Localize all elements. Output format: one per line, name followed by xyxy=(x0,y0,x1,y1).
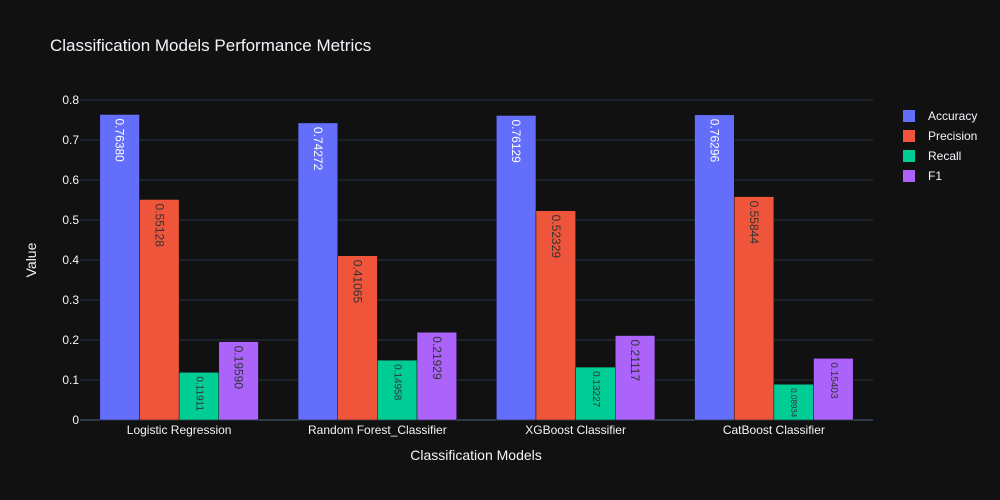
data-label: 0.21929 xyxy=(430,336,444,380)
bar-f1[interactable] xyxy=(813,358,854,421)
legend-swatch xyxy=(903,130,915,142)
legend-item-f1[interactable]: F1 xyxy=(903,169,942,183)
bar-precision[interactable] xyxy=(733,196,775,421)
x-tick-label: Logistic Regression xyxy=(127,423,232,437)
bar-accuracy[interactable] xyxy=(297,122,338,421)
bar-recall[interactable] xyxy=(377,359,418,421)
bar-precision[interactable] xyxy=(337,255,378,421)
bar-recall[interactable] xyxy=(773,384,814,421)
data-label: 0.19590 xyxy=(232,346,246,390)
bar-f1[interactable] xyxy=(218,341,259,421)
legend-swatch xyxy=(903,150,915,162)
legend-item-recall[interactable]: Recall xyxy=(903,149,961,163)
data-label: 0.15403 xyxy=(828,362,839,399)
y-tick-label: 0.6 xyxy=(62,173,79,187)
bar-f1[interactable] xyxy=(615,335,656,421)
grid-layer xyxy=(80,99,873,421)
data-label: 0.08934 xyxy=(789,388,798,417)
legend-swatch xyxy=(903,170,915,182)
legend-label: Accuracy xyxy=(928,109,977,123)
data-label: 0.21117 xyxy=(628,340,642,382)
chart-title: Classification Models Performance Metric… xyxy=(50,36,371,55)
data-label: 0.14958 xyxy=(392,364,403,401)
legend[interactable]: Accuracy Precision Recall F1 xyxy=(903,109,977,183)
data-label: 0.41065 xyxy=(351,260,365,304)
bar-precision[interactable] xyxy=(139,199,180,421)
x-axis-ticks: Logistic Regression Random Forest_Classif… xyxy=(127,423,825,437)
data-label: 0.76296 xyxy=(707,119,721,163)
data-label: 0.55128 xyxy=(152,203,166,247)
y-tick-label: 0.2 xyxy=(62,333,79,347)
legend-item-accuracy[interactable]: Accuracy xyxy=(903,109,977,123)
legend-label: F1 xyxy=(928,169,942,183)
y-tick-label: 0.4 xyxy=(62,253,79,267)
data-label: 0.76380 xyxy=(113,118,127,162)
data-label: 0.11911 xyxy=(193,376,204,411)
x-axis-title: Classification Models xyxy=(410,447,542,463)
y-tick-label: 0.5 xyxy=(62,213,79,227)
bar-recall[interactable] xyxy=(575,366,616,421)
y-axis-ticks: 0 0.1 0.2 0.3 0.4 0.5 0.6 0.7 0.8 xyxy=(62,93,79,427)
data-label: 0.74272 xyxy=(311,127,325,171)
data-labels-layer: 0.76380 0.55128 0.11911 0.19590 0.74272 0.410… xyxy=(113,118,839,417)
y-tick-label: 0.3 xyxy=(62,293,79,307)
legend-label: Recall xyxy=(928,149,961,163)
legend-label: Precision xyxy=(928,129,977,143)
data-label: 0.76129 xyxy=(509,119,523,163)
x-tick-label: Random Forest_Classifier xyxy=(308,423,447,437)
data-label: 0.13227 xyxy=(590,371,601,408)
bars-layer xyxy=(99,114,854,421)
y-tick-label: 0 xyxy=(72,413,79,427)
bar-precision[interactable] xyxy=(535,210,576,421)
y-axis-title: Value xyxy=(23,242,39,277)
bar-accuracy[interactable] xyxy=(694,114,735,421)
legend-swatch xyxy=(903,110,915,122)
data-label: 0.55844 xyxy=(747,201,761,245)
bar-f1[interactable] xyxy=(416,332,457,421)
y-tick-label: 0.7 xyxy=(62,133,79,147)
bar-recall[interactable] xyxy=(178,372,220,421)
legend-item-precision[interactable]: Precision xyxy=(903,129,977,143)
y-tick-label: 0.8 xyxy=(62,93,79,107)
bar-accuracy[interactable] xyxy=(496,115,537,421)
x-tick-label: CatBoost Classifier xyxy=(723,423,825,437)
x-tick-label: XGBoost Classifier xyxy=(525,423,626,437)
y-tick-label: 0.1 xyxy=(62,373,79,387)
data-label: 0.52329 xyxy=(549,215,563,259)
